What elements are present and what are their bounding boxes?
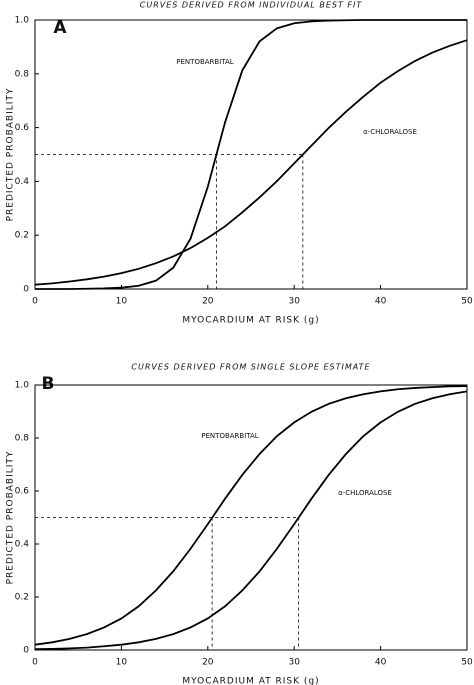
y-axis-label: PREDICTED PROBABILITY: [6, 88, 16, 222]
series-line: [34, 39, 468, 286]
y-tick-label: 0.2: [15, 593, 29, 603]
y-tick-label: 0: [23, 285, 29, 295]
x-tick-label: 50: [461, 658, 473, 668]
x-tick-label: 30: [288, 658, 300, 668]
y-tick-label: 0.4: [15, 177, 30, 187]
x-tick-label: 0: [32, 297, 38, 307]
x-tick-label: 30: [288, 297, 300, 307]
y-tick-label: 0.8: [15, 434, 30, 444]
x-tick-label: 40: [375, 297, 387, 307]
y-tick-label: 0.4: [15, 540, 30, 550]
y-axis-label: PREDICTED PROBABILITY: [6, 451, 16, 585]
panel-label: B: [42, 374, 55, 394]
series-label: α-CHLORALOSE: [338, 489, 392, 497]
chart-title: CURVES DERIVED FROM SINGLE SLOPE ESTIMAT…: [131, 363, 370, 372]
x-tick-label: 40: [375, 658, 387, 668]
y-tick-label: 0.6: [15, 123, 30, 133]
y-tick-label: 0.6: [15, 487, 30, 497]
y-tick-label: 1.0: [15, 16, 30, 26]
y-tick-label: 0.8: [15, 69, 30, 79]
x-tick-label: 10: [116, 658, 128, 668]
x-axis-label: MYOCARDIUM AT RISK (g): [182, 316, 319, 326]
series-label: PENTOBARBITAL: [176, 58, 234, 66]
series-line: [34, 390, 468, 651]
x-tick-label: 10: [116, 297, 128, 307]
chart-title: CURVES DERIVED FROM INDIVIDUAL BEST FIT: [140, 1, 363, 10]
series-label: α-CHLORALOSE: [363, 128, 417, 136]
panel-label: A: [53, 18, 67, 38]
series-label: PENTOBARBITAL: [201, 432, 259, 440]
y-tick-label: 0.2: [15, 231, 29, 241]
x-tick-label: 20: [202, 297, 214, 307]
x-tick-label: 0: [32, 658, 38, 668]
series-line: [35, 19, 467, 290]
y-tick-label: 1.0: [15, 381, 30, 391]
x-axis-label: MYOCARDIUM AT RISK (g): [182, 677, 319, 685]
x-tick-label: 50: [461, 297, 473, 307]
y-tick-label: 0: [23, 646, 29, 656]
x-tick-label: 20: [202, 658, 214, 668]
series-line: [34, 385, 468, 646]
